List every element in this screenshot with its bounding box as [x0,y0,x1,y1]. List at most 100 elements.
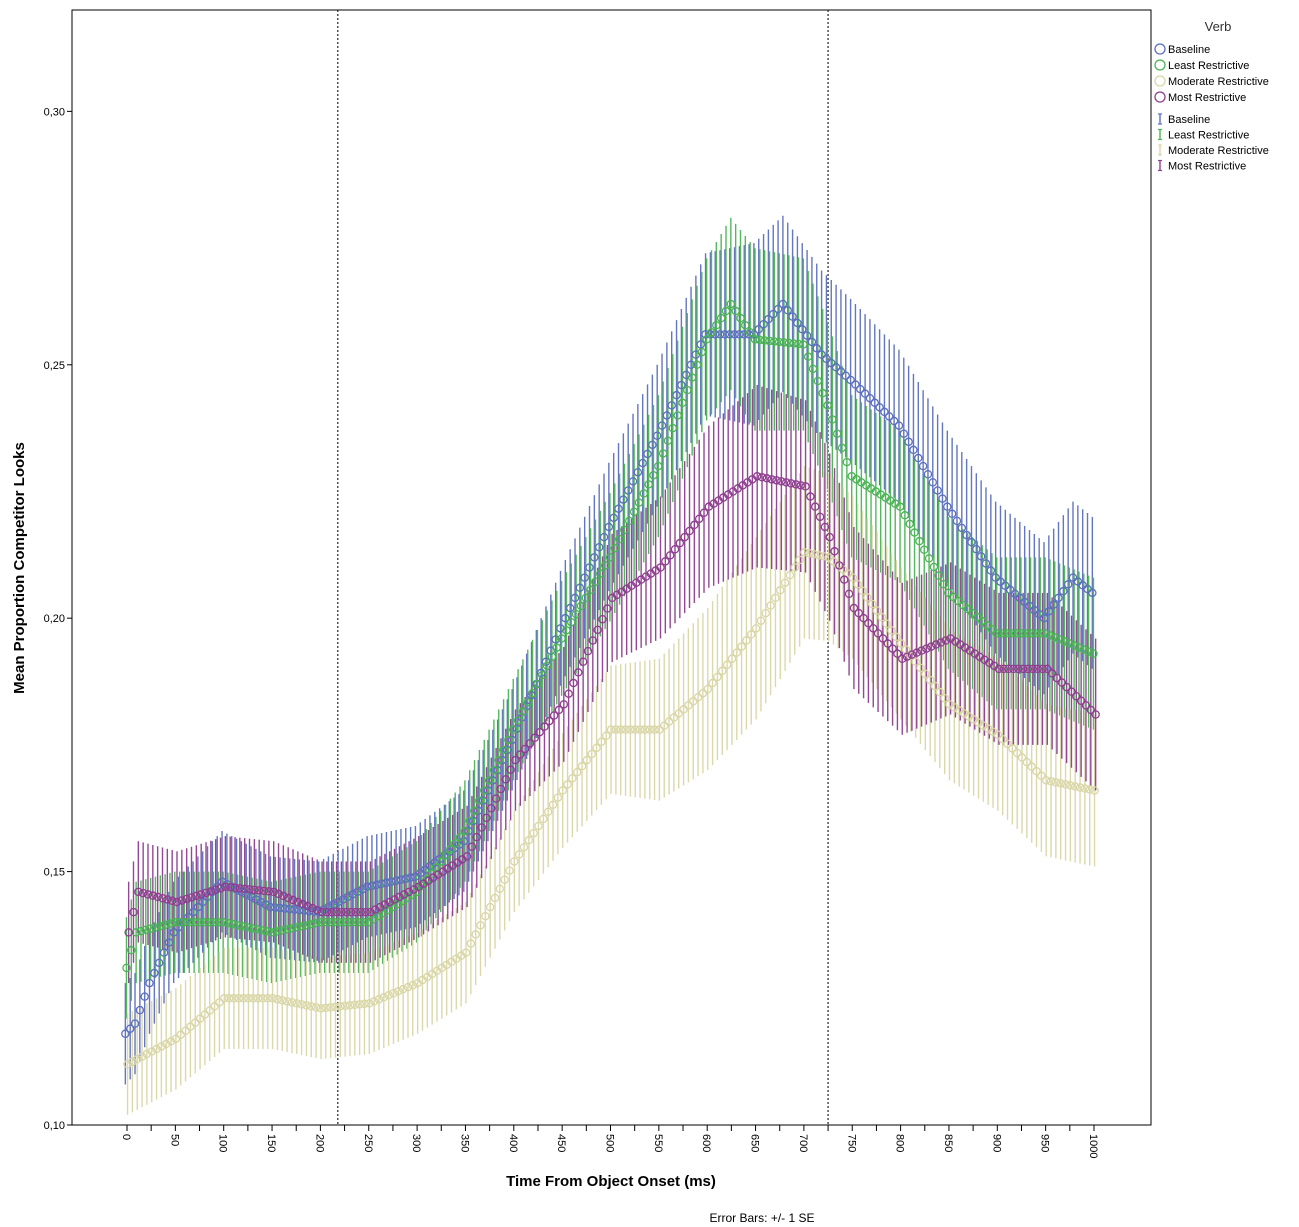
data-point [165,919,175,928]
data-point [280,904,290,913]
legend-errorbar-marker [1158,128,1162,141]
data-point [822,354,831,364]
data-point [395,892,404,902]
data-point [927,642,936,651]
data-point [756,616,766,625]
data-point [736,313,745,323]
data-point [542,661,552,671]
data-point [147,1047,156,1056]
data-point [690,520,699,530]
data-point [910,528,919,537]
data-point [772,476,781,485]
data-point [837,443,847,453]
data-point [1079,645,1089,654]
data-point [587,749,596,759]
data-point [938,494,947,503]
legend-marker [1154,91,1166,103]
data-point [672,390,681,400]
data-point [140,992,149,1001]
data-point [353,887,362,897]
legend-title: Verb [1205,19,1232,34]
data-point [466,939,476,948]
data-point [981,559,991,568]
data-point [1027,762,1036,771]
legend-label: Most Restrictive [1168,161,1246,173]
data-point [339,918,349,927]
data-point [588,636,598,645]
data-point [398,984,408,994]
data-point [251,895,261,904]
data-point [725,330,734,339]
data-point [813,376,823,386]
data-point [1076,696,1086,706]
data-point [776,586,785,595]
data-point [554,705,564,715]
data-point [233,921,242,930]
data-point [1040,629,1050,638]
data-point [348,890,357,899]
data-point [132,1054,142,1064]
x-tick-label: 850 [942,1134,954,1152]
data-point [224,994,234,1003]
data-point [471,930,480,939]
data-point [788,312,797,321]
data-point [164,938,174,947]
data-point [860,389,870,398]
x-tick-label: 900 [990,1134,1002,1152]
y-tick-label: 0,10 [44,1120,65,1132]
data-point [1028,664,1038,674]
data-point [199,918,209,927]
x-tick-label: 400 [507,1134,519,1152]
data-point [201,888,211,898]
data-point [152,1044,161,1054]
data-point [467,842,477,852]
data-point [282,997,292,1006]
data-point [1023,664,1033,674]
data-point [1051,778,1061,787]
data-point [287,998,297,1007]
data-point [992,629,1002,638]
data-point [163,895,172,904]
data-point [312,905,322,915]
data-point [912,648,922,657]
data-point [1008,744,1017,753]
data-point [1062,682,1071,692]
data-point [885,412,894,421]
data-point [894,421,904,430]
data-point [157,1042,166,1051]
data-point [148,891,158,900]
data-point [952,516,962,526]
x-tick-label: 700 [797,1134,809,1152]
data-point [873,629,883,638]
data-point [790,563,800,572]
data-point [446,845,455,854]
data-point [846,375,855,385]
data-point [382,878,391,887]
data-point [785,570,795,580]
data-point [650,725,659,734]
data-point [337,907,346,917]
data-point [849,603,859,613]
data-point [365,999,374,1008]
data-point [128,1057,137,1066]
data-point [244,994,253,1003]
data-point [122,963,131,973]
data-point [305,920,315,929]
data-point [308,903,317,913]
data-point [941,636,951,645]
data-point [273,995,282,1004]
data-point [551,635,560,644]
data-point [877,612,887,622]
data-point [1016,629,1026,638]
data-point [802,331,812,340]
data-point [614,504,623,513]
data-point [575,583,585,593]
data-point [491,794,501,803]
data-point [549,711,559,720]
data-point [1021,629,1031,638]
data-point [739,330,749,339]
data-point [1061,780,1070,789]
data-point [548,800,558,809]
data-point [136,926,146,936]
